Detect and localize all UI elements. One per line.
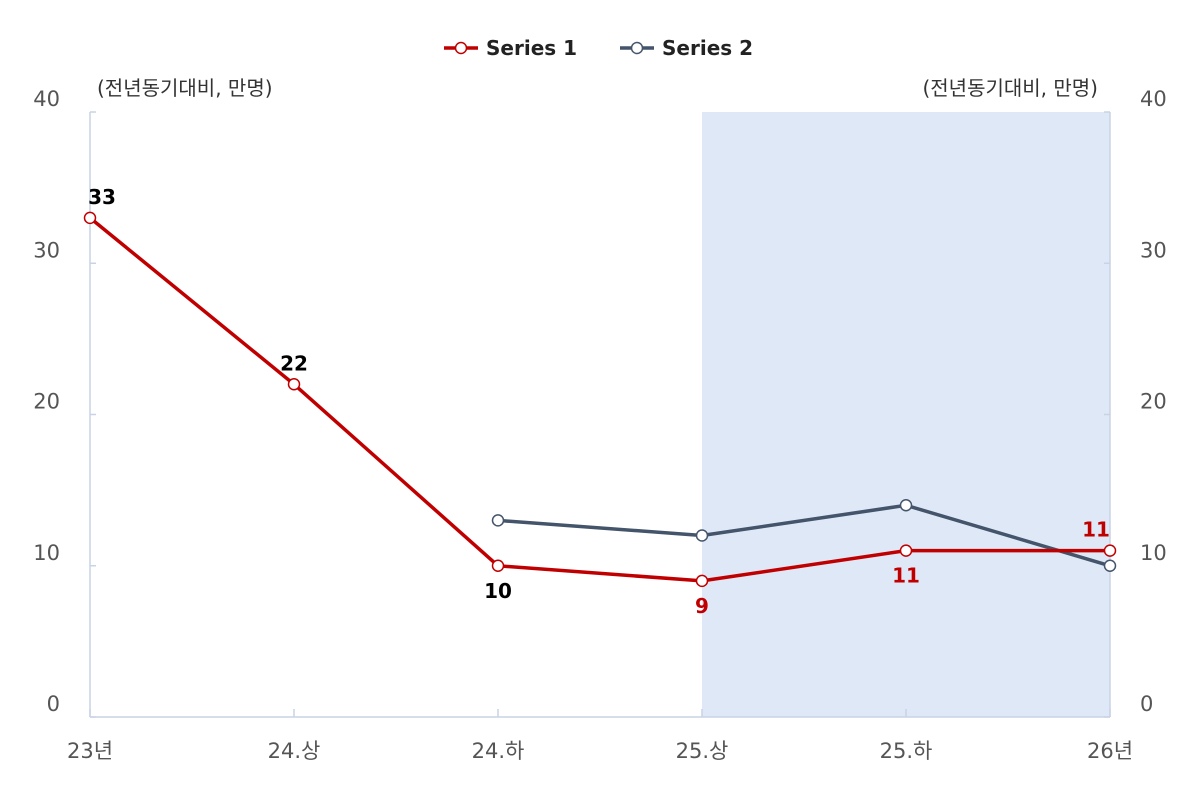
data-label: 10 xyxy=(484,579,512,603)
data-label: 11 xyxy=(1082,518,1110,542)
left-axis-unit-label: (전년동기대비, 만명) xyxy=(97,76,273,100)
series-point xyxy=(695,529,709,542)
left-y-tick-label: 30 xyxy=(33,238,60,262)
left-y-tick-label: 20 xyxy=(33,390,60,414)
data-label: 33 xyxy=(88,185,116,209)
right-y-tick-label: 40 xyxy=(1140,87,1167,111)
forecast-shaded-region xyxy=(702,112,1110,717)
series-point xyxy=(899,499,913,512)
series-line xyxy=(497,503,1111,568)
legend: Series 1 Series 2 xyxy=(444,36,753,60)
left-y-tick-label: 0 xyxy=(47,692,60,716)
x-tick-label: 23년 xyxy=(67,739,113,763)
legend-swatch-marker xyxy=(630,41,644,55)
series-line xyxy=(88,216,1110,583)
series-point xyxy=(1103,544,1117,557)
data-labels: 33 22 10 9 11 11 xyxy=(88,185,1110,618)
x-tick-label: 24.하 xyxy=(472,739,525,763)
right-y-tick-label: 30 xyxy=(1140,238,1167,262)
series-point xyxy=(83,211,97,225)
legend-label: Series 1 xyxy=(486,36,577,60)
series-point xyxy=(899,544,913,557)
x-tick-label: 25.하 xyxy=(880,739,933,763)
series-point xyxy=(491,559,505,572)
x-tick-label: 24.상 xyxy=(268,739,321,763)
left-y-tick-label: 10 xyxy=(33,541,60,565)
series-point xyxy=(1103,559,1117,572)
x-tick-label: 25.상 xyxy=(676,739,729,763)
right-y-tick-label: 20 xyxy=(1140,390,1167,414)
right-y-tick-label: 10 xyxy=(1140,541,1167,565)
axes: 0 10 20 30 40 0 10 20 30 40 23년 24.상 24.하 25.상 25.하 26년 xyxy=(33,87,1166,763)
series-point xyxy=(695,574,709,588)
x-tick-label: 26년 xyxy=(1087,739,1133,763)
left-y-tick-label: 40 xyxy=(33,87,60,111)
series-lines xyxy=(83,211,1117,588)
data-label: 9 xyxy=(695,594,709,618)
shaded-region-rect xyxy=(702,112,1110,717)
series-point xyxy=(491,514,505,527)
data-label: 11 xyxy=(892,564,920,588)
data-label: 22 xyxy=(280,351,308,375)
legend-swatch-marker xyxy=(454,41,468,55)
right-y-tick-label: 0 xyxy=(1140,692,1153,716)
series-point xyxy=(287,378,301,391)
legend-label: Series 2 xyxy=(662,36,753,60)
right-axis-unit-label: (전년동기대비, 만명) xyxy=(922,76,1098,100)
